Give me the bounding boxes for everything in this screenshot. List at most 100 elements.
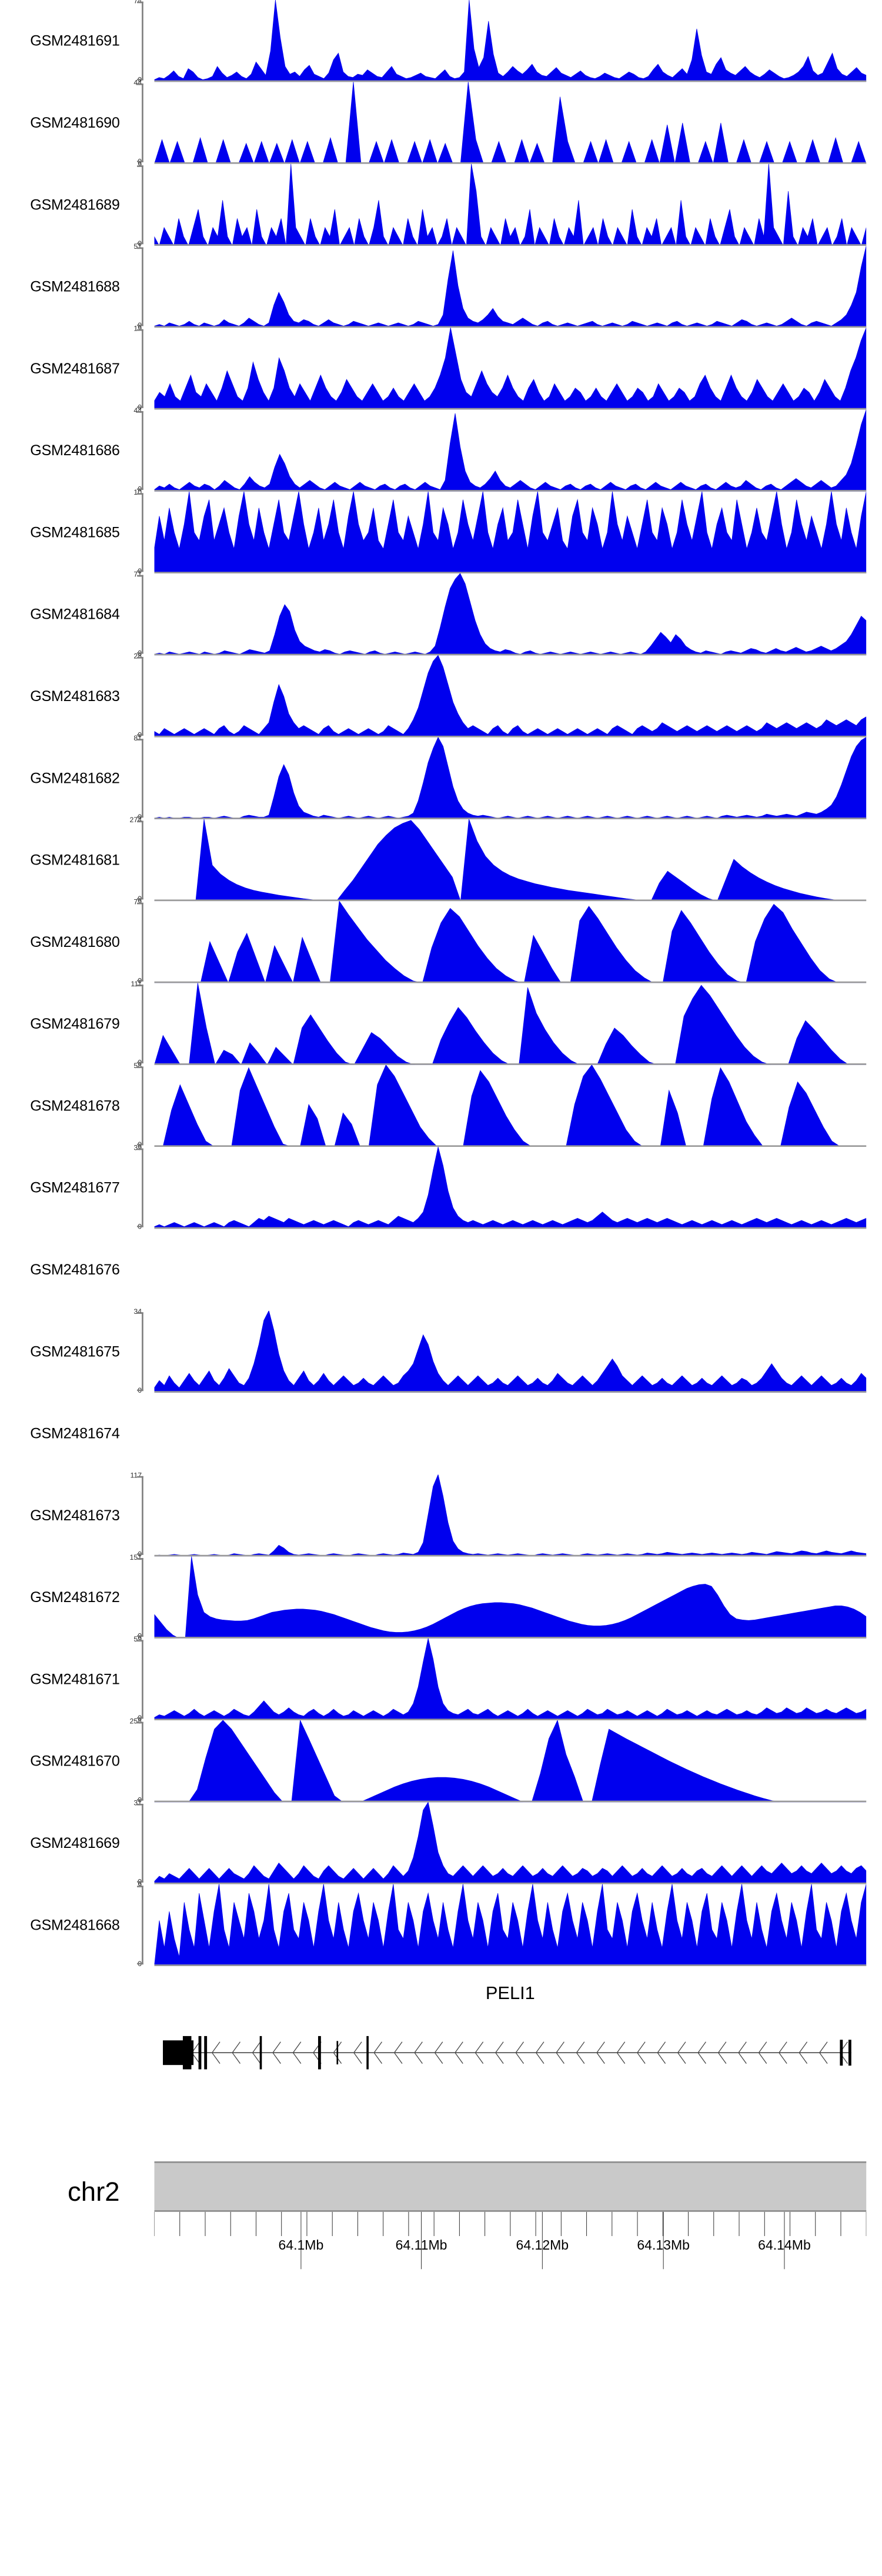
y-axis-line xyxy=(142,1886,143,1965)
strand-arrow-icon xyxy=(393,2041,403,2064)
coverage-plot-area[interactable] xyxy=(154,1556,867,1639)
coverage-track[interactable]: GSM2481689 90 xyxy=(0,161,882,248)
coverage-track[interactable]: GSM2481682 810 xyxy=(0,735,882,821)
track-label-gsm2481674: GSM2481674 xyxy=(30,1424,120,1442)
coverage-area xyxy=(154,1556,867,1639)
coverage-baseline xyxy=(154,654,867,656)
coverage-track[interactable]: GSM2481691 740 xyxy=(0,0,882,84)
y-axis-tick-top xyxy=(136,1721,143,1723)
chromosome-axis-panel: chr2 64.1Mb 64.11Mb 64.12Mb 64.13Mb 64.14Mb xyxy=(0,2149,882,2370)
y-axis: 1510 xyxy=(130,1554,155,1640)
y-axis-line xyxy=(142,83,143,162)
y-axis-tick-bottom xyxy=(136,1635,143,1637)
strand-arrow-icon xyxy=(373,2041,383,2064)
coverage-plot-area[interactable] xyxy=(154,1065,867,1147)
y-axis-max-label: 28 xyxy=(133,652,142,660)
coverage-baseline xyxy=(154,982,867,983)
coverage-track[interactable]: GSM2481687 190 xyxy=(0,324,882,411)
strand-arrow-icon xyxy=(535,2041,544,2064)
coverage-baseline xyxy=(154,1637,867,1639)
ruler-tick-label: 64.1Mb xyxy=(278,2237,324,2253)
y-axis-line xyxy=(142,1312,143,1392)
coverage-track[interactable]: GSM2481671 590 xyxy=(0,1636,882,1722)
coverage-plot-area[interactable] xyxy=(154,491,867,574)
y-axis-tick-top xyxy=(136,739,143,740)
coverage-track[interactable]: GSM2481670 2580 xyxy=(0,1718,882,1804)
y-axis-line xyxy=(142,1721,143,1801)
coverage-plot-area[interactable] xyxy=(154,655,867,738)
y-axis-tick-top xyxy=(136,493,143,495)
coverage-baseline xyxy=(154,1883,867,1884)
coverage-track[interactable]: GSM2481684 710 xyxy=(0,571,882,657)
coverage-track[interactable]: GSM2481668 90 xyxy=(0,1881,882,1968)
coverage-plot-area[interactable] xyxy=(154,409,867,492)
y-axis-line xyxy=(142,739,143,818)
coverage-track[interactable]: GSM2481676 xyxy=(0,1229,882,1310)
y-axis-tick-top xyxy=(136,1066,143,1068)
coverage-plot-area[interactable] xyxy=(154,163,867,246)
coverage-track[interactable]: GSM2481686 440 xyxy=(0,407,882,493)
coverage-plot-area[interactable] xyxy=(154,1638,867,1721)
coverage-track[interactable]: GSM2481675 340 xyxy=(0,1308,882,1394)
coverage-track[interactable]: GSM2481677 390 xyxy=(0,1144,882,1230)
coverage-plot-area[interactable] xyxy=(154,819,867,902)
coverage-plot-area[interactable] xyxy=(154,1310,867,1393)
coverage-track[interactable]: GSM2481679 1110 xyxy=(0,980,882,1066)
coverage-track[interactable]: GSM2481669 310 xyxy=(0,1800,882,1886)
coverage-plot-area[interactable] xyxy=(154,0,867,82)
coverage-plot-area[interactable] xyxy=(154,737,867,819)
y-axis-tick-bottom xyxy=(136,1553,143,1555)
y-axis-tick-top xyxy=(136,83,143,85)
coverage-track[interactable]: GSM2481683 280 xyxy=(0,652,882,739)
coverage-plot-area[interactable] xyxy=(154,901,867,983)
coverage-plot-area[interactable] xyxy=(154,328,867,410)
coverage-baseline xyxy=(154,1801,867,1803)
y-axis-tick-bottom xyxy=(136,898,143,900)
coverage-track[interactable]: GSM2481690 440 xyxy=(0,79,882,165)
coverage-plot-area[interactable] xyxy=(154,1802,867,1884)
y-axis-line xyxy=(142,1,143,81)
coverage-track[interactable]: GSM2481678 580 xyxy=(0,1062,882,1149)
y-axis-tick-bottom xyxy=(136,1717,143,1719)
y-axis-tick-bottom xyxy=(136,79,143,81)
coverage-baseline xyxy=(154,900,867,902)
track-label-gsm2481691: GSM2481691 xyxy=(30,31,120,49)
y-axis: 1170 xyxy=(130,1472,155,1558)
y-axis-tick-top xyxy=(136,247,143,249)
y-axis-tick-bottom xyxy=(136,243,143,245)
y-axis-max-label: 9 xyxy=(138,161,142,169)
coverage-plot-area[interactable] xyxy=(154,1720,867,1803)
y-axis: 510 xyxy=(132,243,155,329)
y-axis: 100 xyxy=(132,489,155,575)
y-axis-max-label: 19 xyxy=(133,324,142,333)
coverage-track[interactable]: GSM2481672 1510 xyxy=(0,1554,882,1640)
strand-arrow-icon xyxy=(455,2041,463,2064)
y-axis-tick-top xyxy=(136,1148,143,1150)
y-axis-tick-top xyxy=(136,1312,143,1314)
coverage-area xyxy=(154,0,867,82)
y-axis-tick-top xyxy=(136,575,143,576)
coverage-track[interactable]: GSM2481688 510 xyxy=(0,243,882,329)
coverage-track[interactable]: GSM2481680 790 xyxy=(0,899,882,985)
coverage-baseline xyxy=(154,490,867,492)
coverage-area xyxy=(154,901,867,983)
y-axis: 90 xyxy=(132,161,155,248)
coverage-track[interactable]: GSM2481674 xyxy=(0,1393,882,1474)
coverage-plot-area[interactable] xyxy=(154,983,867,1065)
strand-arrow-icon xyxy=(616,2041,626,2064)
coverage-plot-area[interactable] xyxy=(154,245,867,328)
track-label-gsm2481678: GSM2481678 xyxy=(30,1096,120,1114)
coverage-plot-area[interactable] xyxy=(154,573,867,656)
coverage-area xyxy=(154,1147,867,1229)
coverage-track[interactable]: GSM2481681 2740 xyxy=(0,817,882,903)
coverage-plot-area[interactable] xyxy=(154,1474,867,1557)
coverage-track[interactable]: GSM2481673 1170 xyxy=(0,1472,882,1558)
coverage-plot-area[interactable] xyxy=(154,1147,867,1229)
coverage-plot-area[interactable] xyxy=(154,1884,867,1966)
ruler-tick-label: 64.11Mb xyxy=(395,2237,447,2253)
ruler-tick-label: 64.13Mb xyxy=(637,2237,690,2253)
coverage-track[interactable]: GSM2481685 100 xyxy=(0,489,882,575)
strand-arrow-icon xyxy=(799,2041,808,2064)
coverage-plot-area[interactable] xyxy=(154,82,867,164)
track-label-gsm2481687: GSM2481687 xyxy=(30,359,120,377)
